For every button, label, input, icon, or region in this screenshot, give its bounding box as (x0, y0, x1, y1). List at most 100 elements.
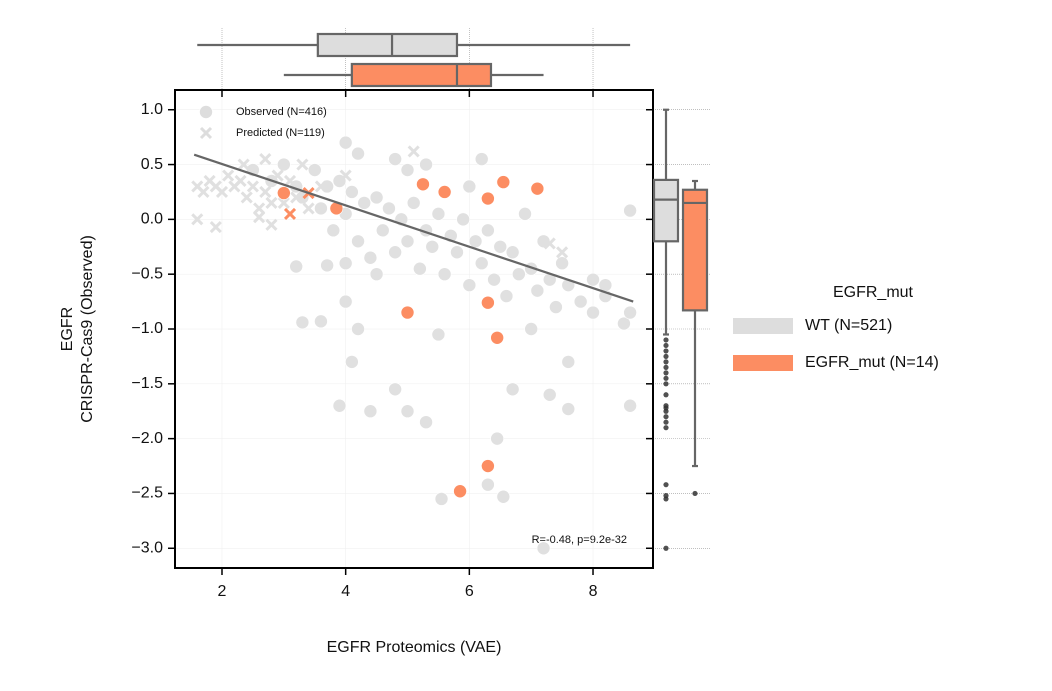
point (431, 207, 446, 221)
point (481, 191, 495, 206)
point (363, 250, 378, 265)
point (265, 218, 278, 231)
point (542, 387, 557, 402)
point (338, 135, 353, 150)
point (549, 300, 563, 314)
outlier (663, 348, 669, 354)
x-axis-label: EGFR Proteomics (VAE) (327, 639, 502, 656)
point (481, 295, 495, 310)
point (369, 190, 384, 205)
y-tick-label: 1.0 (141, 101, 163, 118)
point (400, 234, 415, 249)
y-axis-label: EGFR (59, 307, 76, 351)
point (388, 152, 402, 166)
y-axis-label: CRISPR-Cas9 (Observed) (79, 235, 96, 423)
point (586, 272, 600, 287)
point (351, 234, 365, 249)
point (400, 404, 415, 419)
legend-label: EGFR_mut (N=14) (805, 354, 939, 371)
legend-title: EGFR_mut (833, 284, 914, 301)
y-tick-label: −1.0 (131, 320, 163, 337)
point (453, 484, 467, 499)
point (623, 398, 637, 413)
point (431, 327, 446, 342)
axes-frame (174, 89, 654, 569)
point (296, 158, 309, 171)
point (271, 169, 284, 182)
y-tick-label: 0.0 (141, 211, 163, 228)
point (406, 196, 421, 210)
point (493, 239, 508, 254)
point (496, 175, 511, 189)
outlier (663, 353, 669, 360)
point (555, 256, 569, 271)
point (437, 267, 452, 281)
point (450, 245, 464, 260)
point (338, 294, 353, 309)
box (316, 32, 459, 58)
outlier (663, 337, 669, 343)
point (425, 239, 440, 254)
outlier (663, 359, 669, 365)
point (351, 322, 365, 336)
point (382, 201, 396, 216)
legend-swatch (733, 318, 793, 334)
point (400, 163, 415, 177)
outlier (663, 370, 669, 376)
point (339, 169, 352, 182)
point (490, 431, 504, 446)
point (623, 305, 637, 320)
point (277, 186, 291, 200)
point (419, 415, 433, 429)
y-tick-label: 0.5 (141, 156, 163, 173)
point (456, 212, 470, 227)
point (474, 152, 489, 166)
y-tick-label: −3.0 (131, 539, 163, 556)
point (437, 185, 452, 199)
point (199, 105, 213, 119)
point (259, 185, 272, 199)
point (586, 305, 600, 320)
outlier (663, 482, 669, 488)
point (434, 492, 449, 506)
point (283, 174, 297, 188)
point (246, 180, 259, 193)
point (314, 180, 327, 193)
point (573, 294, 588, 309)
point (496, 489, 511, 504)
point (314, 201, 328, 216)
point (474, 256, 489, 271)
outlier (663, 408, 669, 414)
point (283, 207, 297, 220)
point (481, 477, 495, 492)
box (652, 178, 680, 243)
point (530, 283, 545, 298)
outlier (663, 419, 669, 425)
point (197, 185, 210, 199)
outlier (663, 342, 669, 349)
point (536, 541, 551, 556)
point (413, 261, 427, 276)
point (556, 246, 569, 259)
point (307, 163, 322, 177)
point (332, 398, 347, 413)
point (623, 203, 637, 218)
point (237, 158, 250, 171)
point (524, 322, 538, 336)
point (375, 223, 390, 238)
outlier (663, 425, 669, 431)
point (253, 211, 266, 224)
annotation: R=-0.48, p=9.2e-32 (532, 534, 627, 546)
point (481, 223, 495, 238)
point (617, 316, 631, 331)
point (265, 196, 278, 209)
y-tick-label: −0.5 (131, 265, 163, 282)
point (481, 459, 495, 473)
point (338, 256, 353, 271)
point (419, 157, 433, 172)
point (277, 157, 291, 172)
point (345, 185, 359, 199)
point (363, 404, 378, 419)
legend-label: Predicted (N=119) (236, 127, 325, 139)
